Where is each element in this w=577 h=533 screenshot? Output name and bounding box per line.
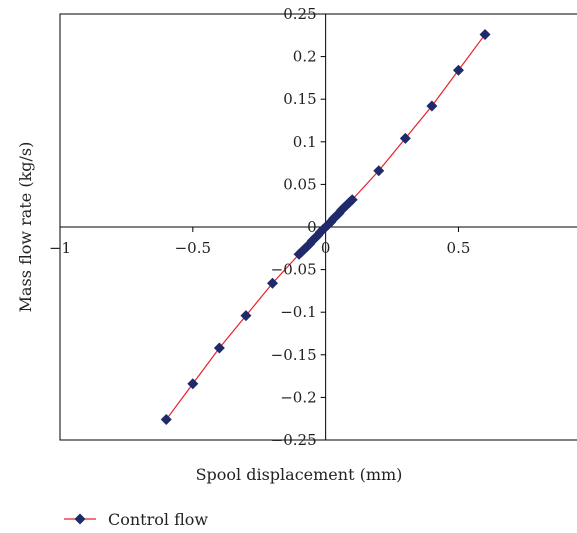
data-point <box>346 194 358 206</box>
x-tick-label: 0.5 <box>447 239 471 257</box>
y-tick-label: −0.05 <box>271 261 317 279</box>
x-axis-label: Spool displacement (mm) <box>196 465 403 484</box>
data-point <box>373 165 385 177</box>
y-tick-label: 0 <box>307 218 317 236</box>
x-tick-label: −1 <box>49 239 71 257</box>
legend: Control flow <box>64 510 208 529</box>
y-tick-label: −0.2 <box>280 388 316 406</box>
data-markers <box>160 28 491 426</box>
y-tick-label: −0.15 <box>271 346 317 364</box>
data-point <box>213 342 225 354</box>
legend-label: Control flow <box>108 510 208 529</box>
y-axis-label: Mass flow rate (kg/s) <box>16 142 35 313</box>
axes <box>59 13 577 441</box>
data-point <box>399 132 411 144</box>
data-point <box>479 28 491 40</box>
data-point <box>187 378 199 390</box>
data-point <box>240 310 252 322</box>
y-tick-label: −0.25 <box>271 431 317 449</box>
data-point <box>160 414 172 426</box>
y-tick-label: 0.2 <box>293 48 317 66</box>
data-point <box>267 277 279 289</box>
legend-marker-swatch <box>74 513 86 525</box>
data-point <box>452 64 464 76</box>
x-tick-label: −0.5 <box>175 239 211 257</box>
y-tick-label: 0.15 <box>283 90 316 108</box>
y-tick-label: −0.1 <box>280 303 316 321</box>
y-tick-label: 0.25 <box>283 5 316 23</box>
tick-labels: −1 −0.5 0 0.50.250.20.150.10.050−0.05−0.1−0… <box>49 5 470 449</box>
x-tick-label: 0 <box>321 239 331 257</box>
data-point <box>426 100 438 112</box>
y-tick-label: 0.05 <box>283 175 316 193</box>
y-tick-label: 0.1 <box>293 133 317 151</box>
